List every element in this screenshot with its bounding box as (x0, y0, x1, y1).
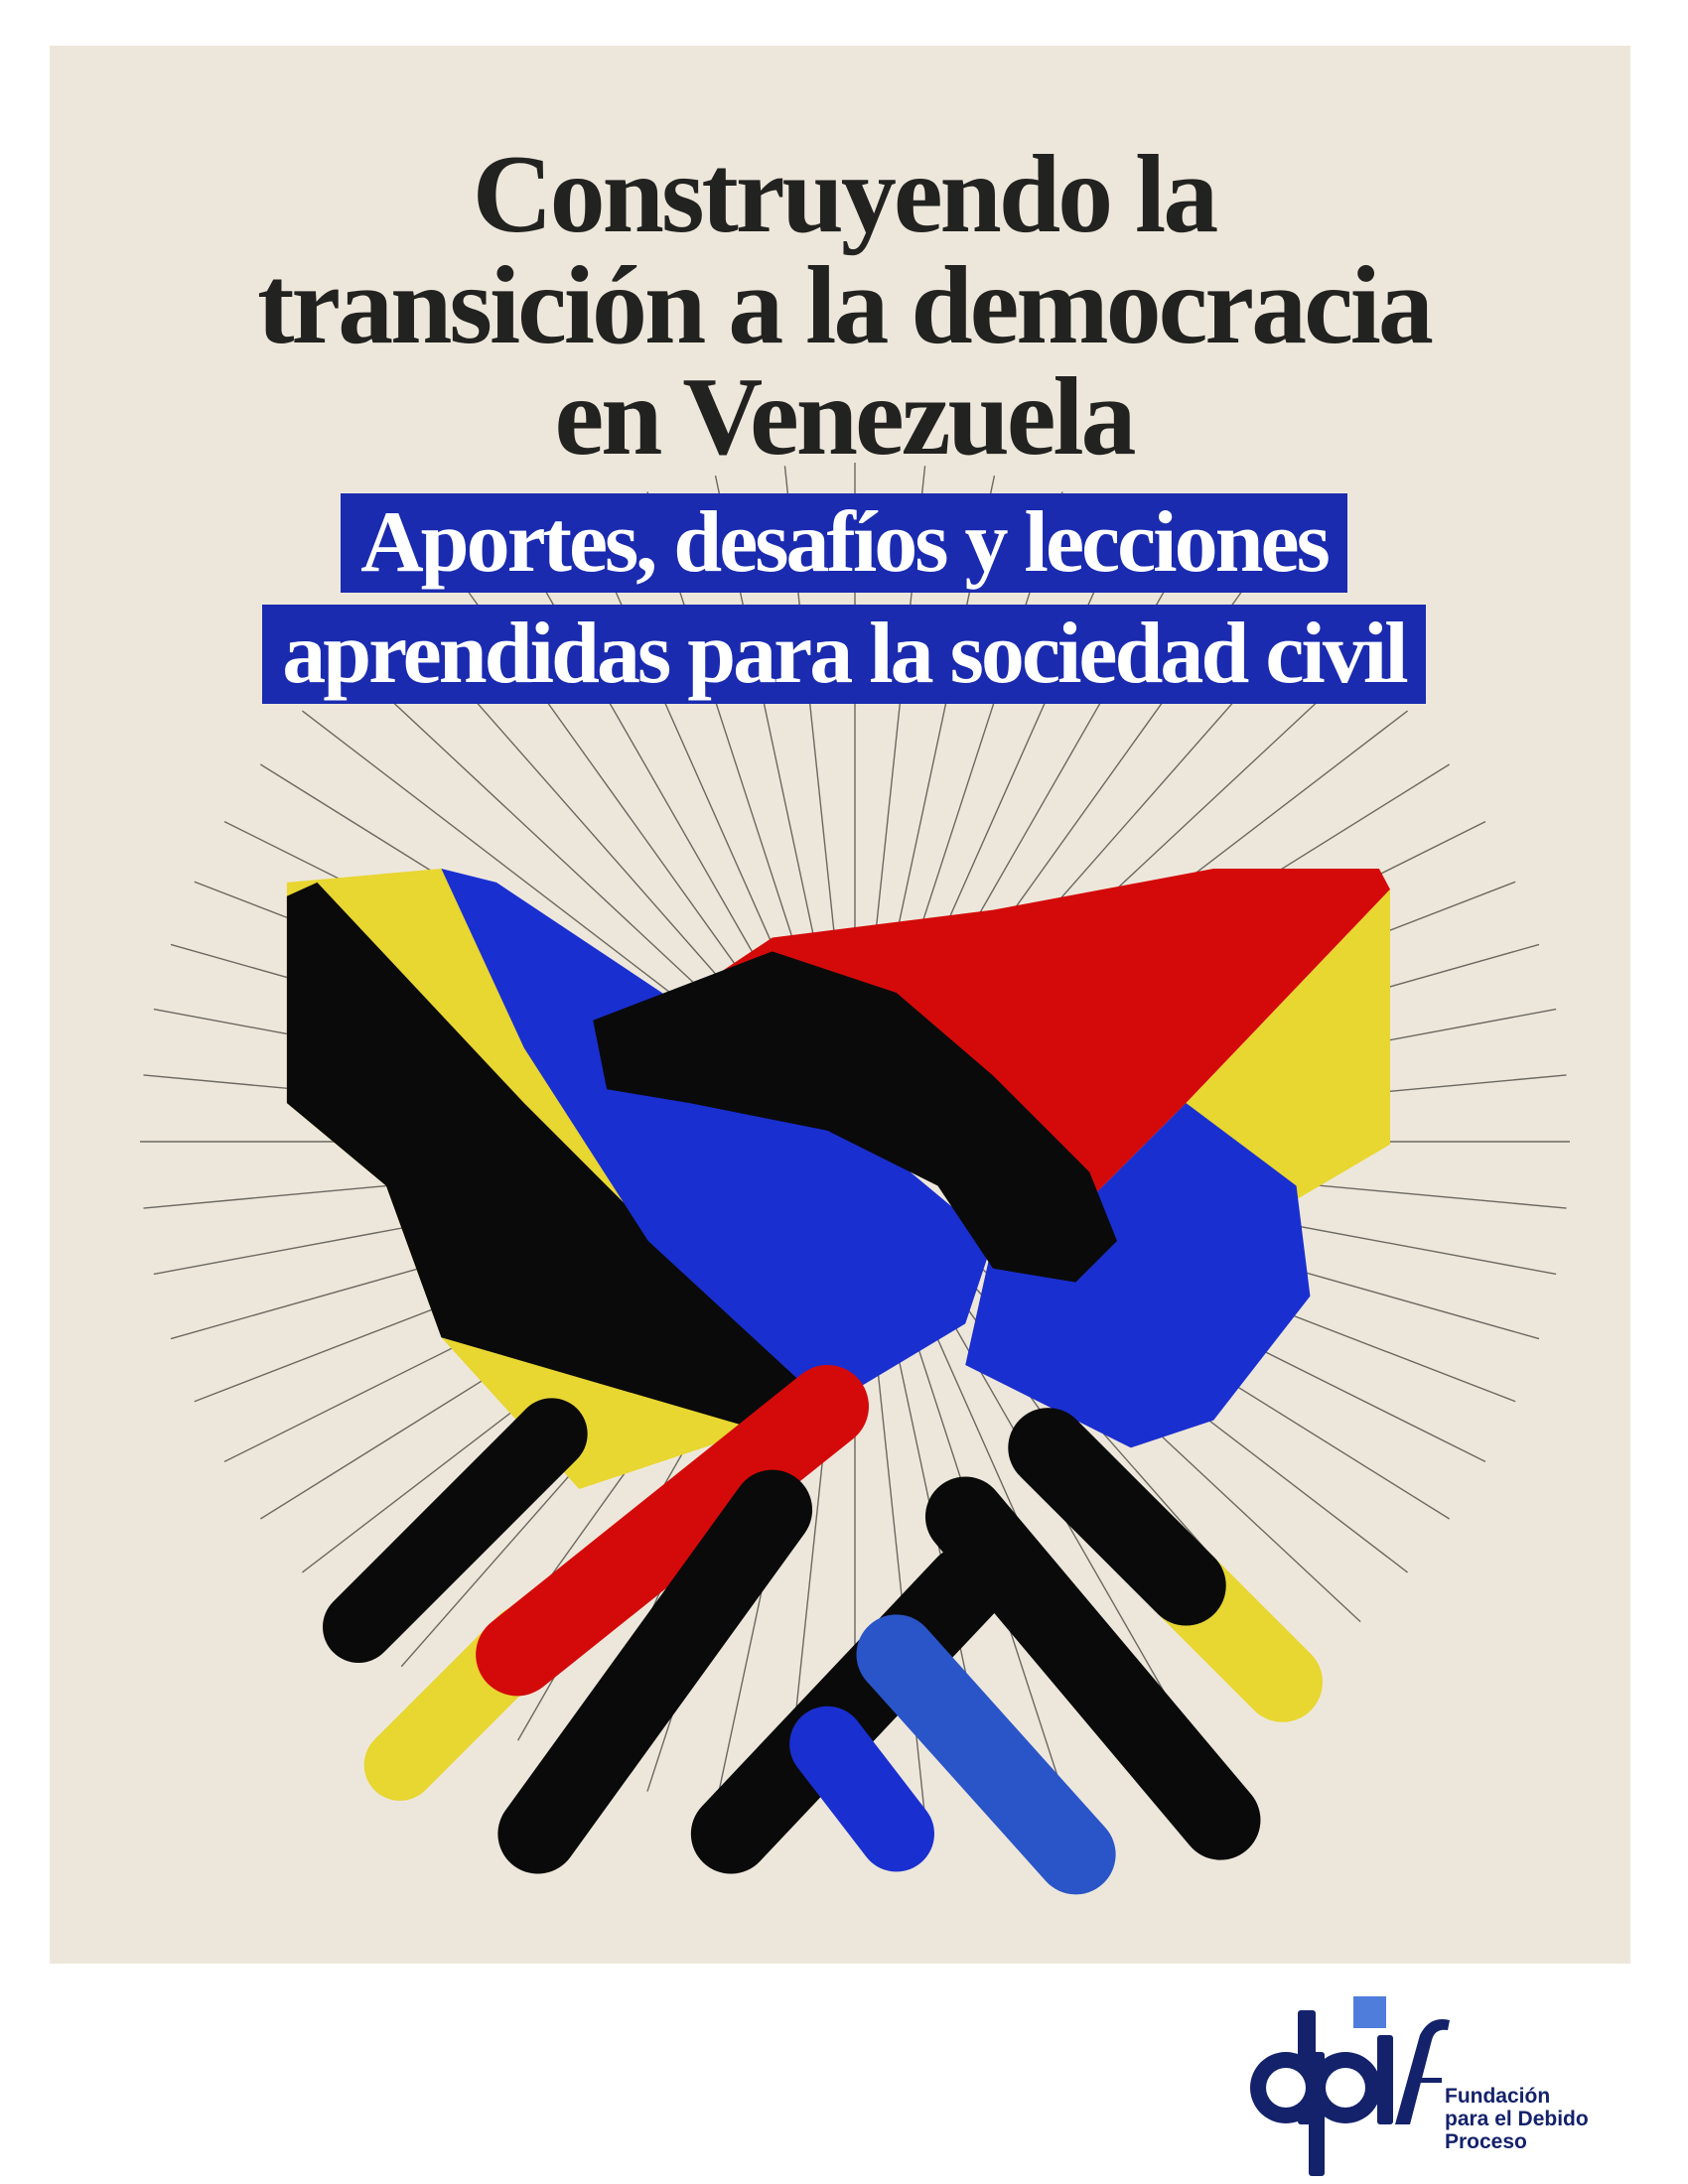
title-line: transición a la democracia (257, 244, 1434, 367)
finger (789, 1706, 934, 1872)
left-sleeve-blue (441, 869, 994, 1407)
right-sleeve-red (607, 869, 1391, 1200)
finger (497, 1469, 813, 1874)
logo-accent (1353, 1996, 1386, 2028)
sun-ray (871, 1319, 926, 1818)
subtitle-line: Aportes, desafíos y lecciones (341, 493, 1347, 593)
right-hand-blue (965, 1103, 1311, 1448)
cover-title: Construyendo la transición a la democrac… (0, 139, 1688, 473)
finger (924, 1476, 1261, 1860)
publisher-name-line: Fundación (1445, 2085, 1551, 2108)
publisher-name: Fundación para el Debido Proceso (1445, 2085, 1589, 2153)
subtitle-box: Aportes, desafíos y lecciones (0, 493, 1688, 593)
finger (690, 1545, 1006, 1874)
sun-ray (349, 660, 730, 1017)
title-line: Construyendo la (472, 133, 1218, 256)
right-sleeve-yellow (1186, 888, 1391, 1200)
thumb-black (593, 951, 1118, 1283)
subtitle-line: aprendidas para la sociedad civil (262, 605, 1426, 704)
sun-ray (302, 710, 718, 1029)
left-sleeve-black (286, 882, 828, 1434)
finger (476, 1365, 870, 1697)
title-line: en Venezuela (554, 355, 1136, 478)
finger (1008, 1408, 1226, 1626)
finger (323, 1398, 588, 1664)
publisher-name-line: para el Debido (1445, 2108, 1589, 2130)
publisher-name-line: Proceso (1445, 2130, 1527, 2153)
dplf-logo (1250, 1996, 1450, 2176)
subtitle-box: aprendidas para la sociedad civil (0, 605, 1688, 704)
finger (856, 1614, 1116, 1895)
